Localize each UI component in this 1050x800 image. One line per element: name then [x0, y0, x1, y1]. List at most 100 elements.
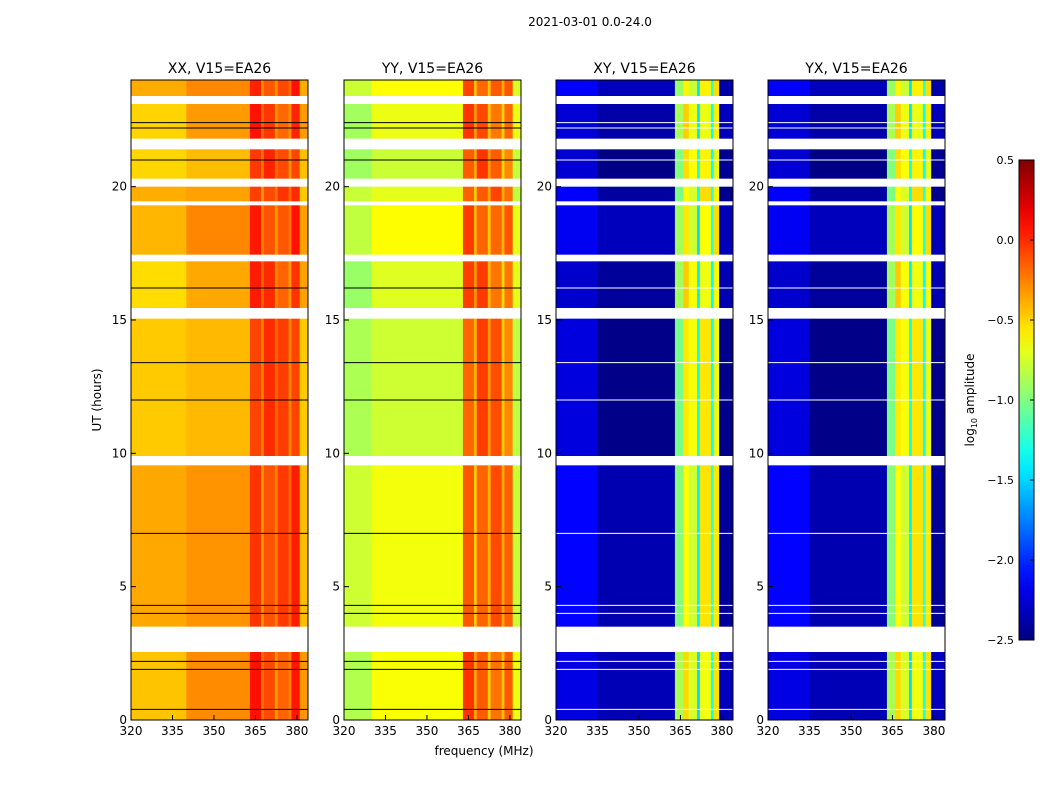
heatmap-cell	[895, 205, 902, 255]
heatmap-cell	[895, 104, 902, 139]
heatmap-cell	[131, 652, 187, 720]
heatmap-cell	[512, 652, 522, 720]
heatmap-cell	[556, 465, 598, 627]
heatmap-cell	[713, 261, 720, 308]
heatmap-cell	[922, 104, 926, 139]
heatmap-cell	[597, 465, 676, 627]
x-tick-label: 365	[244, 724, 267, 738]
heatmap-cell	[909, 318, 913, 456]
heatmap-cell	[925, 80, 932, 96]
heatmap-cell	[713, 80, 720, 96]
heatmap-cell	[710, 149, 714, 179]
heatmap-cell	[260, 80, 265, 96]
heatmap-cell	[476, 149, 489, 179]
heatmap-cell	[886, 104, 896, 139]
y-tick-label: 20	[112, 180, 127, 194]
heatmap-cell	[886, 186, 896, 202]
heatmap-cell	[699, 318, 712, 456]
heatmap-cell	[277, 318, 289, 456]
heatmap-cell	[886, 205, 896, 255]
panel-frame	[130, 79, 309, 721]
heatmap-cell	[186, 149, 251, 179]
heatmap-cell	[768, 104, 810, 139]
heatmap-cell	[371, 318, 464, 456]
heatmap-cell	[260, 652, 265, 720]
heatmap-cell	[719, 261, 734, 308]
heatmap-cell	[895, 149, 902, 179]
heatmap-cell	[344, 104, 372, 139]
heatmap-cell	[288, 261, 292, 308]
colorbar-label: log10 amplitude	[963, 354, 979, 447]
heatmap-cell	[683, 186, 690, 202]
heatmap-cell	[556, 318, 598, 456]
heatmap-cell	[931, 465, 946, 627]
heatmap-cell	[688, 104, 698, 139]
heatmap-cell	[504, 104, 514, 139]
y-tick-label: 10	[749, 446, 764, 460]
heatmap-cell	[683, 652, 690, 720]
heatmap-cell	[909, 465, 913, 627]
heatmap-cell	[909, 186, 913, 202]
heatmap-cell	[274, 465, 278, 627]
heatmap-cell	[597, 261, 676, 308]
heatmap-cell	[688, 318, 698, 456]
heatmap-cell	[274, 104, 278, 139]
heatmap-cell	[490, 186, 502, 202]
heatmap-cell	[699, 205, 712, 255]
heatmap-cell	[710, 80, 714, 96]
heatmap-cell	[512, 149, 522, 179]
panel-1: YY, V15=EA26 320 335 350 365 380 0 5 10 15 20	[325, 61, 522, 738]
heatmap-cell	[683, 261, 690, 308]
heatmap-cell	[344, 80, 372, 96]
heatmap-cell	[922, 205, 926, 255]
heatmap-cell	[699, 104, 712, 139]
heatmap-cell	[501, 465, 505, 627]
heatmap-cell	[476, 186, 489, 202]
heatmap-cell	[371, 652, 464, 720]
heatmap-cell	[186, 205, 251, 255]
colorbar-tick-label: −0.5	[987, 314, 1014, 327]
heatmap-cell	[556, 80, 598, 96]
y-tick-label: 20	[325, 180, 340, 194]
heatmap-cell	[713, 104, 720, 139]
heatmap-cell	[713, 205, 720, 255]
heatmap-cell	[699, 186, 712, 202]
x-tick-label: 365	[881, 724, 904, 738]
panel-title: XX, V15=EA26	[168, 61, 272, 77]
heatmap-cell	[688, 80, 698, 96]
heatmap-cell	[291, 149, 301, 179]
heatmap-cell	[512, 80, 522, 96]
heatmap-cell	[597, 80, 676, 96]
heatmap-cell	[674, 186, 684, 202]
heatmap-cell	[274, 80, 278, 96]
heatmap-cell	[556, 205, 598, 255]
heatmap-cell	[710, 261, 714, 308]
heatmap-cell	[344, 205, 372, 255]
heatmap-cell	[768, 186, 810, 202]
heatmap-cell	[476, 318, 489, 456]
heatmap-cell	[895, 318, 902, 456]
colorbar-tick-label: 0.5	[997, 154, 1015, 167]
heatmap-cell	[512, 205, 522, 255]
heatmap-cell	[288, 80, 292, 96]
heatmap-cell	[886, 652, 896, 720]
heatmap-cell	[487, 465, 491, 627]
heatmap-cell	[699, 465, 712, 627]
heatmap-cell	[473, 261, 478, 308]
y-tick-label: 15	[749, 313, 764, 327]
heatmap-cell	[371, 149, 464, 179]
heatmap-cell	[274, 205, 278, 255]
heatmap-cell	[490, 80, 502, 96]
heatmap-cell	[263, 318, 276, 456]
y-tick-label: 10	[112, 446, 127, 460]
heatmap-cell	[277, 149, 289, 179]
heatmap-cell	[886, 261, 896, 308]
x-tick-label: 365	[457, 724, 480, 738]
x-tick-label: 380	[285, 724, 308, 738]
heatmap-cell	[299, 652, 309, 720]
heatmap-cell	[260, 149, 265, 179]
heatmap-cell	[274, 318, 278, 456]
heatmap-cell	[490, 149, 502, 179]
y-tick-label: 15	[112, 313, 127, 327]
